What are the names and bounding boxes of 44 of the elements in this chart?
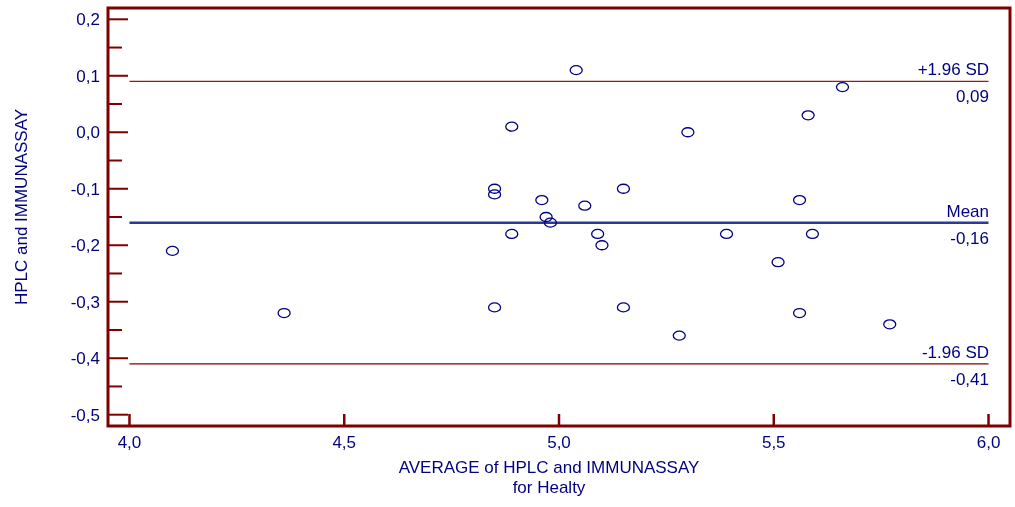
y-tick-label: 0,1 <box>76 66 100 86</box>
point <box>616 183 631 194</box>
ref-line-label: -1.96 SD -0,41 <box>921 342 989 389</box>
point <box>165 245 180 257</box>
y-axis-title: HPLC and IMMUNASSAY <box>12 108 31 306</box>
point <box>805 228 820 240</box>
point <box>681 127 695 138</box>
point <box>277 307 291 319</box>
point <box>578 200 592 211</box>
point <box>487 189 502 200</box>
point <box>801 110 815 121</box>
point <box>569 64 583 76</box>
point <box>771 257 785 268</box>
point <box>792 307 807 319</box>
point <box>505 228 519 240</box>
point <box>883 319 897 330</box>
point <box>539 211 553 223</box>
y-tick-label: -0,1 <box>70 179 100 199</box>
x-tick-label: 4,5 <box>332 433 357 452</box>
point <box>487 183 502 194</box>
x-tick-label: 5,5 <box>761 433 786 452</box>
point <box>719 228 734 240</box>
y-tick-label: -0,5 <box>70 405 100 425</box>
y-tick-label: -0,4 <box>70 349 100 369</box>
point <box>535 194 549 206</box>
x-tick-label: 6,0 <box>976 433 1001 452</box>
point <box>505 121 519 132</box>
point <box>487 302 502 313</box>
y-tick-label: -0,2 <box>70 236 100 256</box>
point <box>835 81 850 93</box>
point <box>591 228 605 240</box>
x-tick-label: 4,0 <box>117 433 142 452</box>
point <box>616 302 631 313</box>
x-axis-title: AVERAGE of HPLC and IMMUNASSAY for Healty <box>398 458 700 497</box>
point <box>595 240 609 251</box>
y-tick-label: -0,3 <box>70 292 100 312</box>
point <box>672 330 686 341</box>
y-tick-label: 0,0 <box>76 123 100 143</box>
ref-line-label: Mean -0,16 <box>946 201 989 248</box>
y-tick-label: 0,2 <box>76 10 100 30</box>
point <box>543 217 558 228</box>
point <box>792 194 807 206</box>
ref-line-label: +1.96 SD 0,09 <box>917 60 989 107</box>
x-tick-label: 5,0 <box>547 433 571 452</box>
